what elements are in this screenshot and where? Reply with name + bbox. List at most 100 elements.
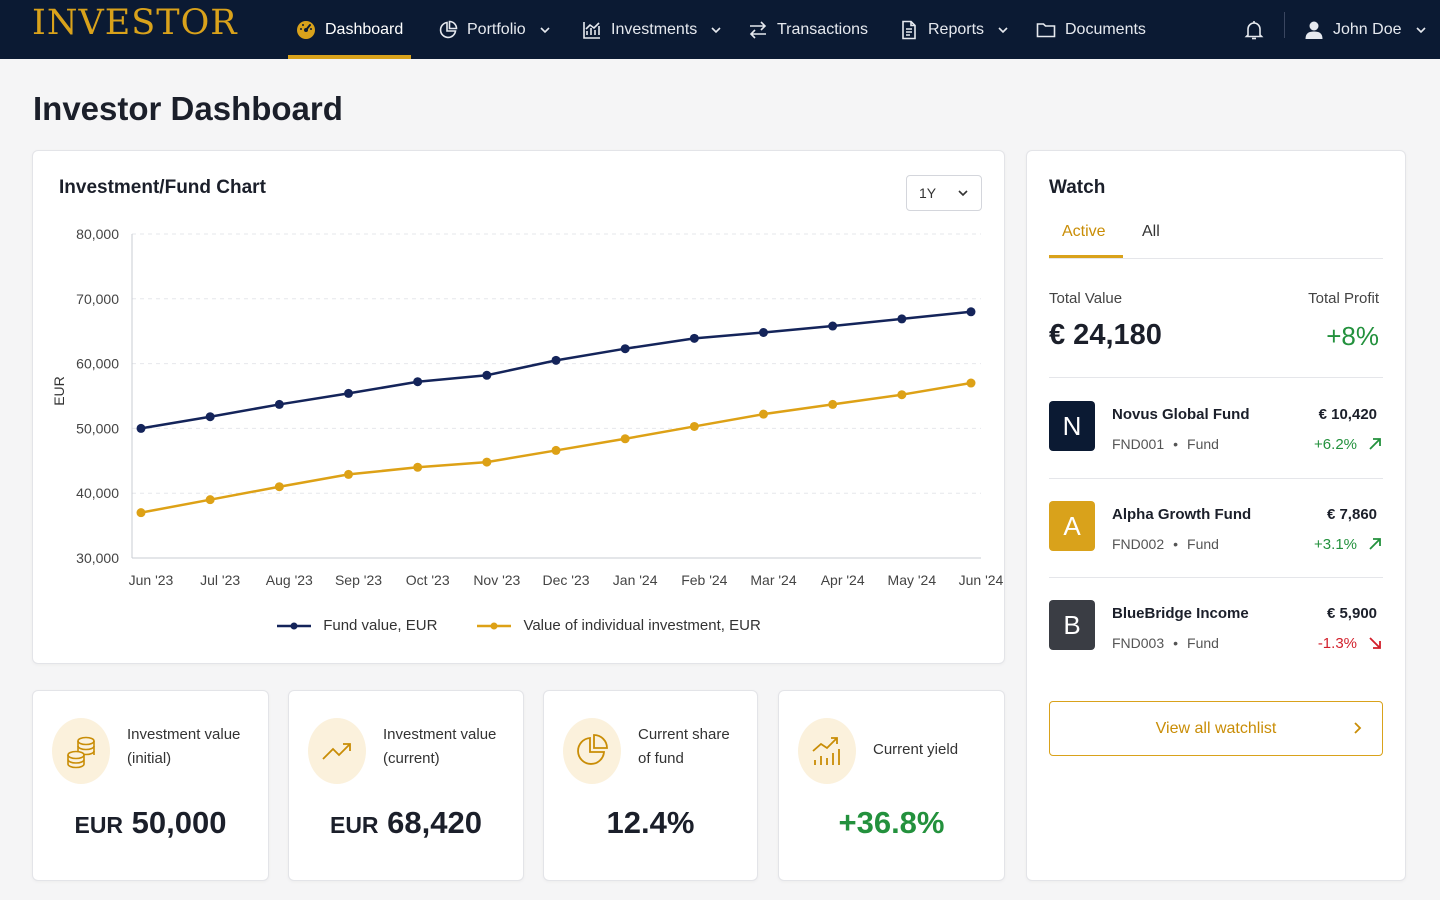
data-point xyxy=(551,445,561,455)
chevron-down-icon xyxy=(540,26,550,33)
fund-name: Alpha Growth Fund xyxy=(1112,506,1252,523)
range-select[interactable]: 1Y xyxy=(906,175,982,211)
watch-panel: Watch Active All Total Value Total Profi… xyxy=(1026,150,1406,881)
data-point xyxy=(689,333,699,343)
bell-icon xyxy=(1244,20,1264,39)
kpi-value: 12.4% xyxy=(544,805,757,841)
data-point xyxy=(205,495,215,505)
swap-arrows-icon xyxy=(749,20,767,39)
fund-type: Fund xyxy=(1187,635,1219,651)
data-point xyxy=(205,412,215,422)
kpi-number: 50,000 xyxy=(131,805,227,840)
chart-legend: Fund value, EUR Value of individual inve… xyxy=(33,617,1005,634)
line-chart[interactable]: 80,000 70,000 60,000 50,000 40,000 30,000 EUR J… xyxy=(33,151,1005,611)
nav-transactions[interactable]: Transactions xyxy=(748,0,868,59)
tab-active[interactable]: Active xyxy=(1062,223,1106,240)
fund-row-novus[interactable]: N Novus Global Fund FND001 • Fund € 10,420… xyxy=(1049,401,1383,461)
nav-dashboard[interactable]: Dashboard xyxy=(287,0,412,59)
chevron-down-icon xyxy=(998,26,1008,33)
divider xyxy=(1049,478,1383,479)
tab-divider xyxy=(1049,258,1383,259)
nav-transactions-label: Transactions xyxy=(777,20,868,38)
data-point xyxy=(413,377,423,387)
nav-documents[interactable]: Documents xyxy=(1036,0,1146,59)
kpi-value: EUR 68,420 xyxy=(289,805,523,841)
fund-code: FND003 xyxy=(1112,635,1165,651)
total-value: € 24,180 xyxy=(1049,319,1162,351)
kpi-card-share-of-fund: Current share of fund 12.4% xyxy=(543,690,758,881)
tab-all[interactable]: All xyxy=(1142,223,1160,240)
x-tick-label: Jun '24 xyxy=(959,572,1004,588)
x-tick-label: Jul '23 xyxy=(200,572,240,588)
view-all-watchlist-button[interactable]: View all watchlist xyxy=(1049,701,1383,756)
kpi-icon-badge xyxy=(52,718,110,784)
nav-dashboard-label: Dashboard xyxy=(325,20,404,38)
y-tick-label: 80,000 xyxy=(76,226,119,242)
legend-entry-fund-value[interactable]: Fund value, EUR xyxy=(277,617,437,634)
nav-portfolio[interactable]: Portfolio xyxy=(438,0,551,59)
data-point xyxy=(828,399,838,409)
x-tick-label: Sep '23 xyxy=(335,572,382,588)
kpi-label-sub: of fund xyxy=(638,750,684,767)
active-tab-indicator xyxy=(1049,255,1123,258)
data-point xyxy=(759,409,768,419)
legend-swatch-individual-investment xyxy=(477,622,512,629)
total-profit-label: Total Profit xyxy=(1308,290,1379,307)
folder-icon xyxy=(1036,22,1056,37)
kpi-icon-badge xyxy=(308,718,366,784)
series-line-0 xyxy=(140,310,972,430)
fund-name: BlueBridge Income xyxy=(1112,605,1249,622)
watch-title: Watch xyxy=(1049,177,1106,198)
pie-chart-icon xyxy=(439,20,458,38)
nav-reports[interactable]: Reports xyxy=(899,0,1009,59)
chevron-down-icon xyxy=(958,190,968,197)
data-point xyxy=(136,508,146,518)
x-tick-label: Apr '24 xyxy=(821,572,865,588)
legend-entry-individual-investment[interactable]: Value of individual investment, EUR xyxy=(477,617,761,634)
y-tick-label: 60,000 xyxy=(76,356,119,372)
data-point xyxy=(897,390,907,400)
data-point xyxy=(620,434,630,444)
y-tick-label: 30,000 xyxy=(76,550,119,566)
fund-avatar: N xyxy=(1049,401,1095,451)
fund-change: +3.1% xyxy=(1314,536,1357,553)
data-point xyxy=(966,378,976,388)
kpi-label: Current yield xyxy=(873,741,959,758)
pie-chart-icon xyxy=(577,734,608,765)
data-point xyxy=(759,327,768,337)
user-menu[interactable]: John Doe xyxy=(1304,0,1427,59)
fund-type: Fund xyxy=(1187,536,1219,552)
fund-row-bluebridge[interactable]: B BlueBridge Income FND003 • Fund € 5,900 … xyxy=(1049,600,1383,660)
fund-value: € 10,420 xyxy=(1318,406,1377,423)
user-avatar-icon xyxy=(1305,21,1323,39)
top-navigation: INVESTOR Dashboard Portfolio Investments… xyxy=(0,0,1440,59)
kpi-unit: EUR xyxy=(329,812,379,838)
chevron-down-icon xyxy=(711,26,721,33)
fund-row-alpha[interactable]: A Alpha Growth Fund FND002 • Fund € 7,860 … xyxy=(1049,501,1383,561)
nav-investments[interactable]: Investments xyxy=(582,0,722,59)
data-point xyxy=(551,355,561,365)
nav-portfolio-label: Portfolio xyxy=(467,20,526,38)
y-tick-label: 70,000 xyxy=(76,291,119,307)
data-point xyxy=(966,307,976,317)
range-select-value: 1Y xyxy=(919,185,937,201)
chart-card-title: Investment/Fund Chart xyxy=(59,177,266,198)
legend-label-fund-value: Fund value, EUR xyxy=(323,617,438,634)
brand-logo[interactable]: INVESTOR xyxy=(32,3,238,43)
x-tick-label: Jan '24 xyxy=(613,572,658,588)
total-value-label: Total Value xyxy=(1049,290,1123,307)
trend-up-icon xyxy=(322,743,351,760)
divider xyxy=(1049,377,1383,378)
kpi-unit: EUR xyxy=(74,812,124,838)
x-tick-label: Nov '23 xyxy=(473,572,520,588)
x-tick-label: Dec '23 xyxy=(542,572,589,588)
fund-name: Novus Global Fund xyxy=(1112,406,1250,423)
chevron-right-icon xyxy=(1354,722,1362,734)
notifications-button[interactable] xyxy=(1244,0,1264,59)
user-name: John Doe xyxy=(1333,20,1402,38)
x-tick-label: Jun '23 xyxy=(129,572,174,588)
x-tick-label: Aug '23 xyxy=(266,572,313,588)
data-point xyxy=(274,482,284,492)
fund-meta: FND003 • Fund xyxy=(1112,635,1219,651)
fund-value: € 7,860 xyxy=(1326,506,1377,523)
